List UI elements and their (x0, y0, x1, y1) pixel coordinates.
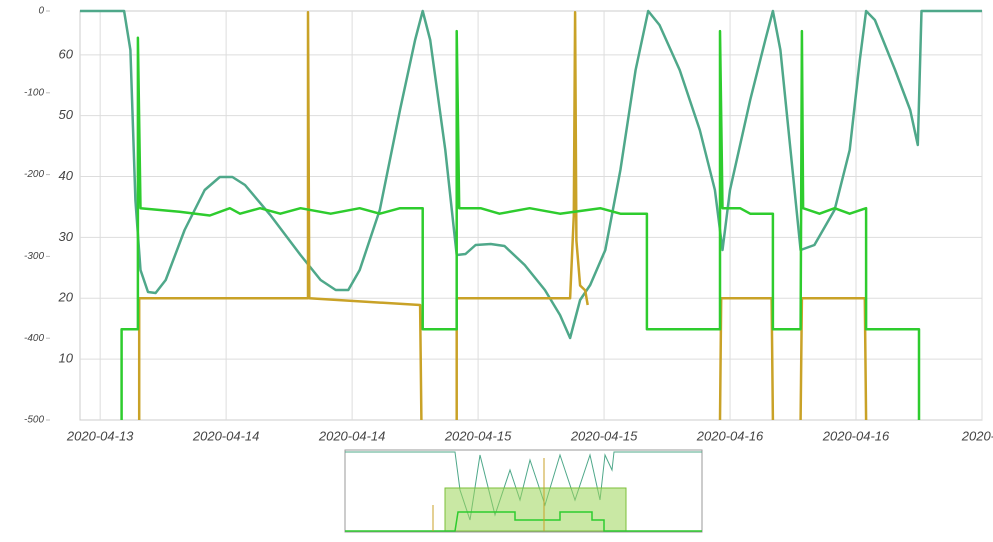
x-tick-label: 2020-04-16 (696, 428, 764, 443)
y-tick-label: 0 (38, 6, 44, 17)
y2-tick-label: 60 (59, 46, 74, 61)
y2-tick-label: 20 (58, 290, 74, 305)
series-line (120, 29, 921, 420)
x-tick-label: 2020-04-14 (192, 428, 260, 443)
x-tick-label: 2020-04-15 (570, 428, 638, 443)
y2-tick-label: 50 (59, 107, 74, 122)
y-tick-label: -400 (24, 333, 44, 344)
y-tick-label: -100 (24, 87, 44, 98)
navigator-line (345, 511, 702, 532)
y2-tick-label: 30 (59, 229, 74, 244)
y2-tick-label: 10 (59, 351, 74, 366)
series-line (137, 10, 868, 421)
x-tick-label: 2020-04-15 (444, 428, 512, 443)
navigator[interactable] (344, 449, 703, 533)
navigator-selection[interactable] (444, 487, 627, 532)
y2-tick-label: 40 (59, 168, 74, 183)
y-tick-label: -500 (24, 415, 44, 426)
y-tick-label: -200 (24, 169, 44, 180)
x-tick-label: 2020-04-14 (318, 428, 386, 443)
x-tick-label: 2020-0 (961, 428, 993, 443)
series-line (80, 9, 982, 340)
x-tick-label: 2020-04-16 (822, 428, 890, 443)
y-tick-label: -300 (24, 251, 44, 262)
x-tick-label: 2020-04-13 (66, 428, 134, 443)
